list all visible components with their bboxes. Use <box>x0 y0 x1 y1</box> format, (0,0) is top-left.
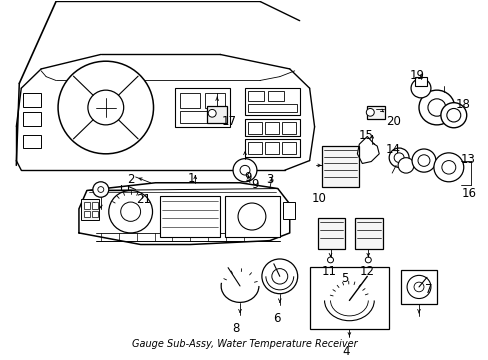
Circle shape <box>427 99 445 116</box>
Text: 20: 20 <box>386 115 400 128</box>
Text: 13: 13 <box>460 153 475 166</box>
Bar <box>23 93 41 107</box>
Text: 5: 5 <box>340 271 347 284</box>
Bar <box>247 91 264 101</box>
Circle shape <box>98 186 103 192</box>
Bar <box>244 119 299 136</box>
Bar <box>309 267 388 329</box>
Bar <box>175 88 230 127</box>
Bar <box>264 142 278 154</box>
Bar <box>180 93 200 108</box>
Circle shape <box>397 158 413 173</box>
Text: 3: 3 <box>265 173 273 186</box>
Text: 19: 19 <box>408 69 424 82</box>
Text: 15: 15 <box>358 129 373 142</box>
Bar <box>205 93 224 108</box>
Text: 14: 14 <box>385 143 400 156</box>
Circle shape <box>446 108 460 122</box>
Bar <box>355 219 383 249</box>
Text: 18: 18 <box>455 98 470 111</box>
Bar <box>321 146 359 186</box>
Bar <box>160 196 220 237</box>
Text: 2: 2 <box>127 173 134 186</box>
Bar <box>281 142 295 154</box>
Circle shape <box>366 108 373 116</box>
Bar <box>282 202 294 219</box>
Text: 11: 11 <box>321 265 336 278</box>
Bar <box>400 270 436 304</box>
Circle shape <box>410 78 430 98</box>
Circle shape <box>271 269 287 284</box>
Text: 9: 9 <box>250 178 258 191</box>
Circle shape <box>238 203 265 230</box>
Bar <box>92 211 98 217</box>
Circle shape <box>406 275 430 298</box>
Bar <box>224 196 279 237</box>
Circle shape <box>418 90 454 125</box>
Circle shape <box>417 155 429 166</box>
Circle shape <box>365 257 370 263</box>
Text: 7: 7 <box>424 283 431 296</box>
Bar <box>244 139 299 157</box>
Bar <box>23 112 41 126</box>
Circle shape <box>411 149 435 172</box>
Text: 21: 21 <box>136 193 151 206</box>
Bar <box>267 91 283 101</box>
Bar <box>281 122 295 134</box>
Circle shape <box>58 61 153 154</box>
Text: 16: 16 <box>461 186 476 199</box>
Bar <box>92 202 98 209</box>
Bar <box>84 202 90 209</box>
Circle shape <box>441 161 455 174</box>
Bar <box>180 111 224 123</box>
Text: 4: 4 <box>342 345 349 358</box>
Text: 10: 10 <box>311 192 326 206</box>
Text: 9: 9 <box>244 171 251 184</box>
Bar <box>81 199 99 220</box>
Bar <box>84 211 90 217</box>
Text: 8: 8 <box>232 322 239 335</box>
Circle shape <box>121 202 141 221</box>
Circle shape <box>93 182 108 197</box>
Bar <box>366 105 385 119</box>
Bar <box>247 122 262 134</box>
Circle shape <box>433 153 463 182</box>
Bar <box>207 105 226 123</box>
Bar <box>23 135 41 148</box>
Bar <box>244 88 299 115</box>
Bar <box>247 104 296 112</box>
Circle shape <box>108 190 152 233</box>
Circle shape <box>233 159 256 182</box>
Text: 1: 1 <box>187 172 195 185</box>
Circle shape <box>393 153 403 162</box>
Circle shape <box>413 282 423 292</box>
Text: 12: 12 <box>359 265 374 278</box>
Circle shape <box>388 148 408 167</box>
Circle shape <box>240 165 249 175</box>
Text: Gauge Sub-Assy, Water Temperature Receiver: Gauge Sub-Assy, Water Temperature Receiv… <box>132 339 357 349</box>
Bar <box>247 142 262 154</box>
Bar <box>264 122 278 134</box>
Text: 17: 17 <box>222 115 237 128</box>
Bar <box>317 219 345 249</box>
Polygon shape <box>79 183 289 244</box>
Circle shape <box>440 103 466 128</box>
Circle shape <box>88 90 123 125</box>
Circle shape <box>262 259 297 294</box>
Text: 6: 6 <box>272 312 280 325</box>
Polygon shape <box>357 136 379 163</box>
Circle shape <box>327 257 333 263</box>
Bar <box>414 77 426 86</box>
Circle shape <box>208 109 216 117</box>
